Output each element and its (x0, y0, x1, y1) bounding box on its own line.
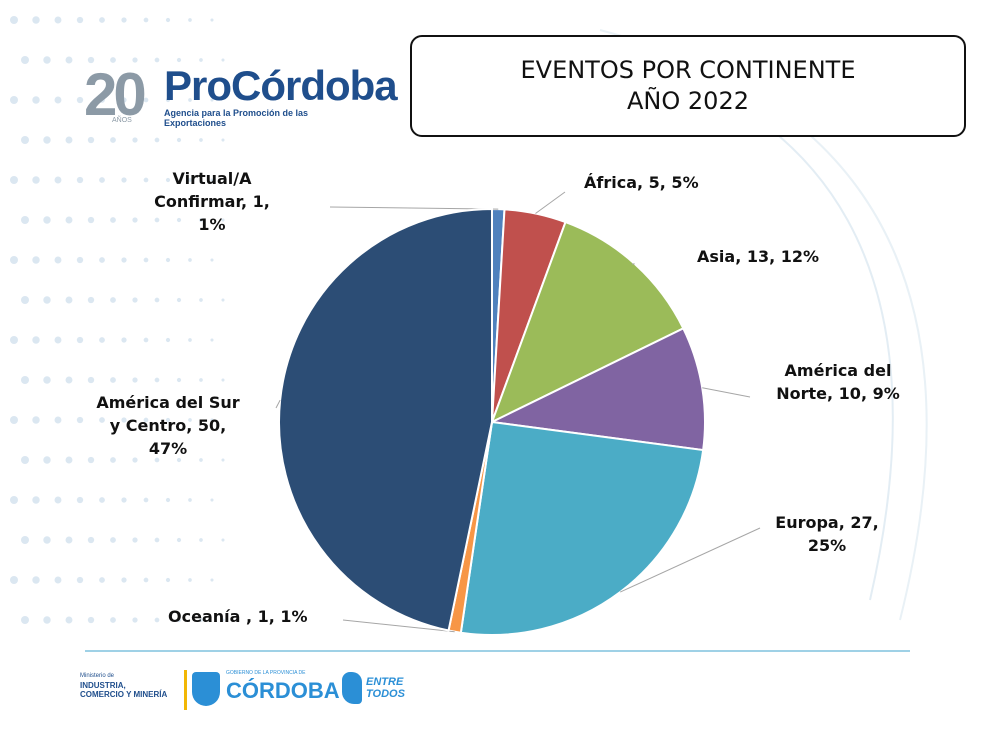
leader-line-6 (342, 619, 455, 633)
cordoba-text: CÓRDOBA (226, 678, 340, 703)
ministerio-line2: COMERCIO Y MINERÍA (80, 690, 168, 699)
province-map-icon (342, 672, 362, 704)
logo-number: 20 (84, 61, 147, 128)
leader-line-5 (620, 527, 761, 593)
footer-divider (85, 650, 910, 652)
ministerio-line1: INDUSTRIA, (80, 681, 126, 690)
slice-label-4: América del Norte, 10, 9% (776, 361, 900, 403)
logo-anos: AÑOS (112, 117, 132, 124)
leader-line-1 (329, 206, 499, 210)
chart-title-line2: AÑO 2022 (627, 87, 749, 115)
cordoba-shield-icon (192, 672, 220, 706)
pie-slice-5 (459, 420, 705, 636)
footer-logos: Ministerio de INDUSTRIA, COMERCIO Y MINE… (80, 668, 420, 712)
logo-tagline: Agencia para la Promoción de las Exporta… (164, 108, 309, 128)
footer-separator (184, 670, 187, 710)
pie-slice-4 (488, 327, 706, 452)
slice-label-5: Europa, 27, 25% (775, 513, 878, 555)
chart-title-box: EVENTOS POR CONTINENTE AÑO 2022 (410, 35, 966, 137)
logo-brand: ProCórdoba (164, 62, 398, 109)
leader-line-2 (535, 191, 566, 214)
ministerio-small: Ministerio de (80, 673, 115, 679)
pie-slice-3 (490, 220, 685, 424)
ministerio-logo: Ministerio de INDUSTRIA, COMERCIO Y MINE… (80, 672, 180, 699)
procordoba-logo: 20 AÑOS ProCórdoba Agencia para la Promo… (80, 60, 398, 140)
gobierno-text: GOBIERNO DE LA PROVINCIA DE (226, 670, 306, 676)
slice-label-7: América del Sur y Centro, 50, 47% (96, 393, 239, 458)
slice-label-3: Asia, 13, 12% (697, 247, 819, 266)
slice-label-6: Oceanía , 1, 1% (168, 607, 308, 626)
cordoba-logo: GOBIERNO DE LA PROVINCIA DE CÓRDOBA (192, 668, 340, 712)
leader-line-4 (702, 387, 751, 398)
slice-label-2: África, 5, 5% (584, 173, 699, 192)
entre-todos-text: ENTRE TODOS (366, 676, 405, 700)
todos-text: TODOS (366, 688, 405, 700)
leader-line-7 (275, 399, 281, 409)
chart-title-line1: EVENTOS POR CONTINENTE (520, 56, 856, 84)
pie-slice-7 (278, 207, 493, 632)
slice-label-1: Virtual/A Confirmar, 1, 1% (154, 169, 270, 234)
entre-todos-logo: ENTRE TODOS (342, 668, 422, 712)
entre-text: ENTRE (366, 676, 404, 688)
